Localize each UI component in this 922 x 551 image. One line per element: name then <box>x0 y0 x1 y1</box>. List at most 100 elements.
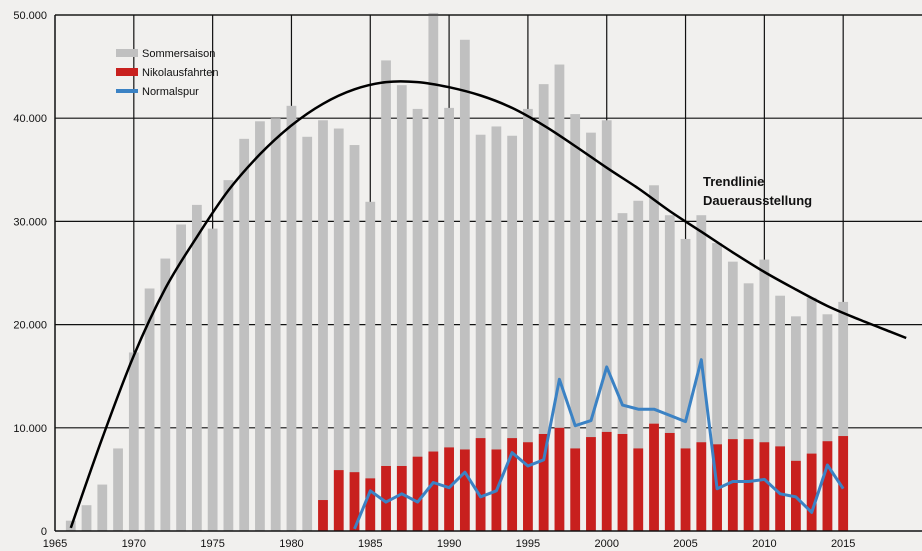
sommersaison-bar <box>633 200 644 531</box>
y-tick-label: 50.000 <box>13 10 47 22</box>
legend-label: Normalspur <box>142 86 199 98</box>
sommersaison-bar <box>239 138 250 531</box>
sommersaison-bar <box>144 288 155 531</box>
sommersaison-bar <box>444 107 454 531</box>
sommersaison-bar <box>302 136 313 531</box>
sommersaison-bar <box>255 121 265 532</box>
nikolausfahrten-bar <box>507 438 518 531</box>
sommersaison-bar <box>349 145 360 532</box>
nikolausfahrten-bar <box>696 442 707 531</box>
x-tick-label: 1970 <box>122 538 146 550</box>
sommersaison-bar <box>727 261 738 531</box>
x-tick-label: 1995 <box>516 538 540 550</box>
sommersaison-bar <box>160 258 171 531</box>
legend-swatch <box>116 68 138 76</box>
nikolausfahrten-bar <box>822 441 833 531</box>
sommersaison-bar <box>333 128 344 531</box>
nikolausfahrten-bar <box>727 439 738 531</box>
nikolausfahrten-bar <box>349 472 360 531</box>
sommersaison-bar <box>365 201 376 532</box>
sommersaison-bar <box>318 120 328 531</box>
y-tick-label: 0 <box>41 526 47 538</box>
sommersaison-bar <box>680 238 691 531</box>
sommersaison-bar <box>570 114 581 532</box>
trendline-curve <box>69 80 907 529</box>
sommersaison-bar <box>712 243 722 531</box>
sommersaison-bar <box>523 108 533 532</box>
y-tick-label: 30.000 <box>13 216 47 228</box>
nikolausfahrten-bar <box>459 449 470 531</box>
sommersaison-bar <box>806 297 817 531</box>
nikolausfahrten-bar <box>381 465 391 531</box>
normalspur-line <box>353 358 845 530</box>
x-tick-label: 1985 <box>358 538 382 550</box>
sommersaison-bars <box>65 12 849 532</box>
nikolausfahrten-bar <box>759 442 770 531</box>
legend-label: Sommersaison <box>142 48 215 60</box>
x-tick-label: 1975 <box>200 538 224 550</box>
nikolausfahrten-bar <box>428 451 439 531</box>
sommersaison-bar <box>743 283 754 531</box>
nikolausfahrten-bar <box>318 500 328 531</box>
sommersaison-bar <box>838 301 849 531</box>
x-tick-label: 1990 <box>437 538 461 550</box>
lines <box>69 80 907 530</box>
sommersaison-bar <box>412 108 423 532</box>
nikolausfahrten-bar <box>523 442 533 531</box>
sommersaison-bar <box>128 352 139 531</box>
x-tick-label: 1980 <box>279 538 303 550</box>
x-tick-label: 1965 <box>43 538 67 550</box>
x-tick-label: 2000 <box>594 538 618 550</box>
nikolausfahrten-bar <box>617 433 628 531</box>
legend: Sommersaison Nikolausfahrten Normalspur <box>116 48 218 98</box>
nikolausfahrten-bar <box>680 448 691 531</box>
sommersaison-bar <box>207 228 218 531</box>
annotations: Trendlinie Dauerausstellung <box>703 174 812 208</box>
sommersaison-bar <box>664 215 675 531</box>
sommersaison-bar <box>97 484 108 531</box>
sommersaison-bar <box>649 185 659 531</box>
sommersaison-bar <box>176 224 186 531</box>
nikolausfahrten-bar <box>554 427 565 531</box>
nikolausfahrten-bar <box>775 446 786 531</box>
sommersaison-bar <box>791 316 801 531</box>
nikolausfahrten-bar <box>444 447 454 531</box>
nikolausfahrten-bar <box>586 437 596 531</box>
sommersaison-bar <box>270 118 281 531</box>
annotation-dauerausstellung: Dauerausstellung <box>703 193 812 208</box>
nikolausfahrten-bar <box>333 470 344 531</box>
legend-swatch <box>116 89 138 93</box>
sommersaison-bar <box>286 105 297 531</box>
sommersaison-bar <box>617 213 628 532</box>
sommersaison-bar <box>775 295 786 531</box>
legend-swatch <box>116 49 138 57</box>
x-tick-label: 2015 <box>831 538 855 550</box>
sommersaison-bar <box>113 448 123 531</box>
sommersaison-bar <box>507 135 518 531</box>
nikolausfahrten-bar <box>570 448 581 531</box>
sommersaison-bar <box>223 180 234 531</box>
nikolausfahrten-bar <box>664 432 675 531</box>
nikolausfahrten-bar <box>633 448 644 531</box>
nikolausfahrten-bar <box>601 431 612 531</box>
sommersaison-bar <box>459 39 470 531</box>
sommersaison-bar <box>428 12 439 532</box>
nikolausfahrten-bar <box>838 436 849 531</box>
nikolausfahrten-bar <box>412 456 423 531</box>
nikolausfahrten-bar <box>475 438 486 531</box>
nikolausfahrten-bar <box>806 453 817 531</box>
sommersaison-bar <box>491 126 502 532</box>
y-tick-label: 10.000 <box>13 423 47 435</box>
y-tick-label: 40.000 <box>13 113 47 125</box>
nikolausfahrten-bar <box>649 423 659 531</box>
nikolausfahrten-bar <box>396 465 407 531</box>
axes: 0 10.000 20.000 30.000 40.000 50.000 1965 1970 1… <box>13 10 922 550</box>
sommersaison-bar <box>381 60 391 532</box>
sommersaison-bar <box>396 85 407 532</box>
x-tick-label: 2005 <box>673 538 697 550</box>
sommersaison-bar <box>586 132 596 531</box>
sommersaison-bar <box>601 120 612 531</box>
sommersaison-bar <box>822 314 833 531</box>
sommersaison-bar <box>81 505 92 531</box>
